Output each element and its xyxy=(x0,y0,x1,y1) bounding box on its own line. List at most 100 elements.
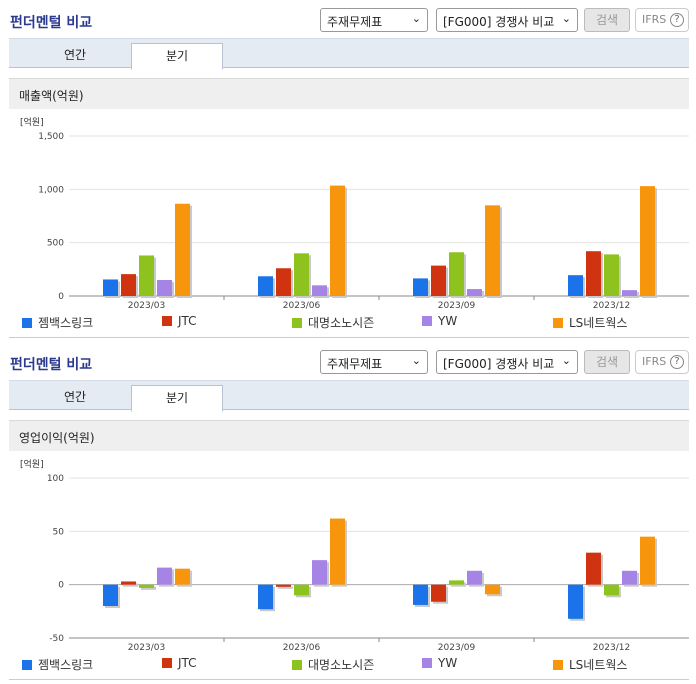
chevron-down-icon: ⌄ xyxy=(561,12,571,25)
bar-shadow xyxy=(141,586,156,590)
legend-item[interactable]: JTC xyxy=(162,314,197,328)
section-title: 영업이익(억원) xyxy=(9,420,689,451)
legend-item[interactable]: 젬백스링크 xyxy=(22,314,93,331)
bar-JTC xyxy=(121,274,136,296)
bar-대명소노시즌 xyxy=(604,254,619,296)
statement-select-value: 주재무제표 xyxy=(327,15,383,29)
period-tabs: 연간 분기 xyxy=(9,38,689,70)
bar-JTC xyxy=(276,268,291,296)
bar-shadow xyxy=(278,586,293,589)
y-tick-label: 500 xyxy=(47,239,64,249)
search-button[interactable]: 검색 xyxy=(584,350,630,374)
bar-JTC xyxy=(586,552,601,585)
ifrs-info-button[interactable]: IFRS ? xyxy=(635,350,689,374)
bar-대명소노시즌 xyxy=(449,252,464,296)
bar-YW xyxy=(622,290,637,296)
peer-select[interactable]: [FG000] 경쟁사 비교 ⌄ xyxy=(436,350,578,374)
peer-select-value: [FG000] 경쟁사 비교 xyxy=(443,15,555,29)
y-tick-label: -50 xyxy=(49,634,64,644)
x-tick-label: 2023/03 xyxy=(128,643,165,653)
legend-item[interactable]: YW xyxy=(422,314,457,328)
bar-젬백스링크 xyxy=(413,584,428,605)
legend-item[interactable]: 대명소노시즌 xyxy=(292,656,374,673)
divider xyxy=(9,337,689,338)
legend-label: 젬백스링크 xyxy=(38,316,94,330)
y-tick-label: 100 xyxy=(47,474,64,484)
panel-title: 펀더멘털 비교 xyxy=(10,357,93,373)
legend-swatch xyxy=(292,660,302,670)
fundamental-panel-revenue: 펀더멘털 비교 주재무제표 ⌄ [FG000] 경쟁사 비교 ⌄ 검색 IFRS… xyxy=(0,0,696,342)
ifrs-label: IFRS xyxy=(642,13,667,26)
peer-select-value: [FG000] 경쟁사 비교 xyxy=(443,357,555,371)
bar-젬백스링크 xyxy=(103,584,118,606)
search-button[interactable]: 검색 xyxy=(584,8,630,32)
bar-LS네트웍스 xyxy=(175,203,190,296)
panel-header: 펀더멘털 비교 주재무제표 ⌄ [FG000] 경쟁사 비교 ⌄ 검색 IFRS… xyxy=(0,0,696,38)
bar-LS네트웍스 xyxy=(485,205,500,296)
bar-JTC xyxy=(431,584,446,602)
x-tick-label: 2023/03 xyxy=(128,301,165,311)
fundamental-panel-operating-profit: 펀더멘털 비교 주재무제표 ⌄ [FG000] 경쟁사 비교 ⌄ 검색 IFRS… xyxy=(0,342,696,684)
x-tick-label: 2023/12 xyxy=(593,301,630,311)
bar-YW xyxy=(467,570,482,585)
bar-LS네트웍스 xyxy=(640,536,655,585)
legend-swatch xyxy=(553,318,563,328)
bar-LS네트웍스 xyxy=(175,568,190,585)
bar-대명소노시즌 xyxy=(139,584,154,588)
bar-젬백스링크 xyxy=(568,584,583,619)
bar-대명소노시즌 xyxy=(139,255,154,296)
bar-젬백스링크 xyxy=(103,279,118,296)
legend-label: 대명소노시즌 xyxy=(308,658,375,672)
chevron-down-icon: ⌄ xyxy=(411,12,421,25)
operating-profit-chart-svg: [억원] -50 0 50 100 2023/03 2023/06 2023/09 2023/1… xyxy=(20,458,689,653)
bar-YW xyxy=(467,289,482,296)
statement-select[interactable]: 주재무제표 ⌄ xyxy=(320,8,428,32)
unit-label: [억원] xyxy=(20,116,44,128)
bar-YW xyxy=(312,285,327,296)
y-tick-label: 1,500 xyxy=(38,132,64,142)
unit-label: [억원] xyxy=(20,458,44,470)
x-tick-label: 2023/09 xyxy=(438,301,476,311)
legend-item[interactable]: YW xyxy=(422,656,457,670)
legend-item[interactable]: 젬백스링크 xyxy=(22,656,93,673)
peer-select[interactable]: [FG000] 경쟁사 비교 ⌄ xyxy=(436,8,578,32)
bar-대명소노시즌 xyxy=(449,580,464,585)
tab-quarterly[interactable]: 분기 xyxy=(131,43,223,70)
y-tick-label: 0 xyxy=(58,292,64,302)
ifrs-info-button[interactable]: IFRS ? xyxy=(635,8,689,32)
revenue-chart: [억원] 0 500 1,000 1,500 2023/03 2023/06 2023/09 2… xyxy=(9,112,689,342)
section-title: 매출액(억원) xyxy=(9,78,689,109)
legend-item[interactable]: 대명소노시즌 xyxy=(292,314,374,331)
y-tick-label: 1,000 xyxy=(38,185,64,195)
tab-annual[interactable]: 연간 xyxy=(63,48,87,62)
legend-label: JTC xyxy=(178,656,197,670)
legend-swatch xyxy=(162,316,172,326)
legend-item[interactable]: LS네트웍스 xyxy=(553,314,627,331)
legend-swatch xyxy=(422,658,432,668)
legend-label: LS네트웍스 xyxy=(569,658,628,672)
help-icon: ? xyxy=(670,355,684,369)
x-tick-label: 2023/06 xyxy=(283,643,321,653)
legend-label: YW xyxy=(438,656,458,670)
tab-quarterly[interactable]: 분기 xyxy=(131,385,223,412)
x-tick-label: 2023/06 xyxy=(283,301,321,311)
bar-대명소노시즌 xyxy=(294,253,309,296)
bar-LS네트웍스 xyxy=(330,518,345,585)
chevron-down-icon: ⌄ xyxy=(411,354,421,367)
bar-YW xyxy=(312,560,327,585)
y-tick-label: 50 xyxy=(53,527,65,537)
legend-item[interactable]: JTC xyxy=(162,656,197,670)
x-tick-label: 2023/12 xyxy=(593,643,630,653)
bar-젬백스링크 xyxy=(413,278,428,296)
statement-select[interactable]: 주재무제표 ⌄ xyxy=(320,350,428,374)
bar-YW xyxy=(622,570,637,585)
legend-item[interactable]: LS네트웍스 xyxy=(553,656,627,673)
panel-title: 펀더멘털 비교 xyxy=(10,15,93,31)
bar-대명소노시즌 xyxy=(604,584,619,596)
legend-swatch xyxy=(22,318,32,328)
legend-swatch xyxy=(162,658,172,668)
ifrs-label: IFRS xyxy=(642,355,667,368)
legend-swatch xyxy=(22,660,32,670)
tab-annual[interactable]: 연간 xyxy=(63,390,87,404)
panel-header: 펀더멘털 비교 주재무제표 ⌄ [FG000] 경쟁사 비교 ⌄ 검색 IFRS… xyxy=(0,342,696,380)
